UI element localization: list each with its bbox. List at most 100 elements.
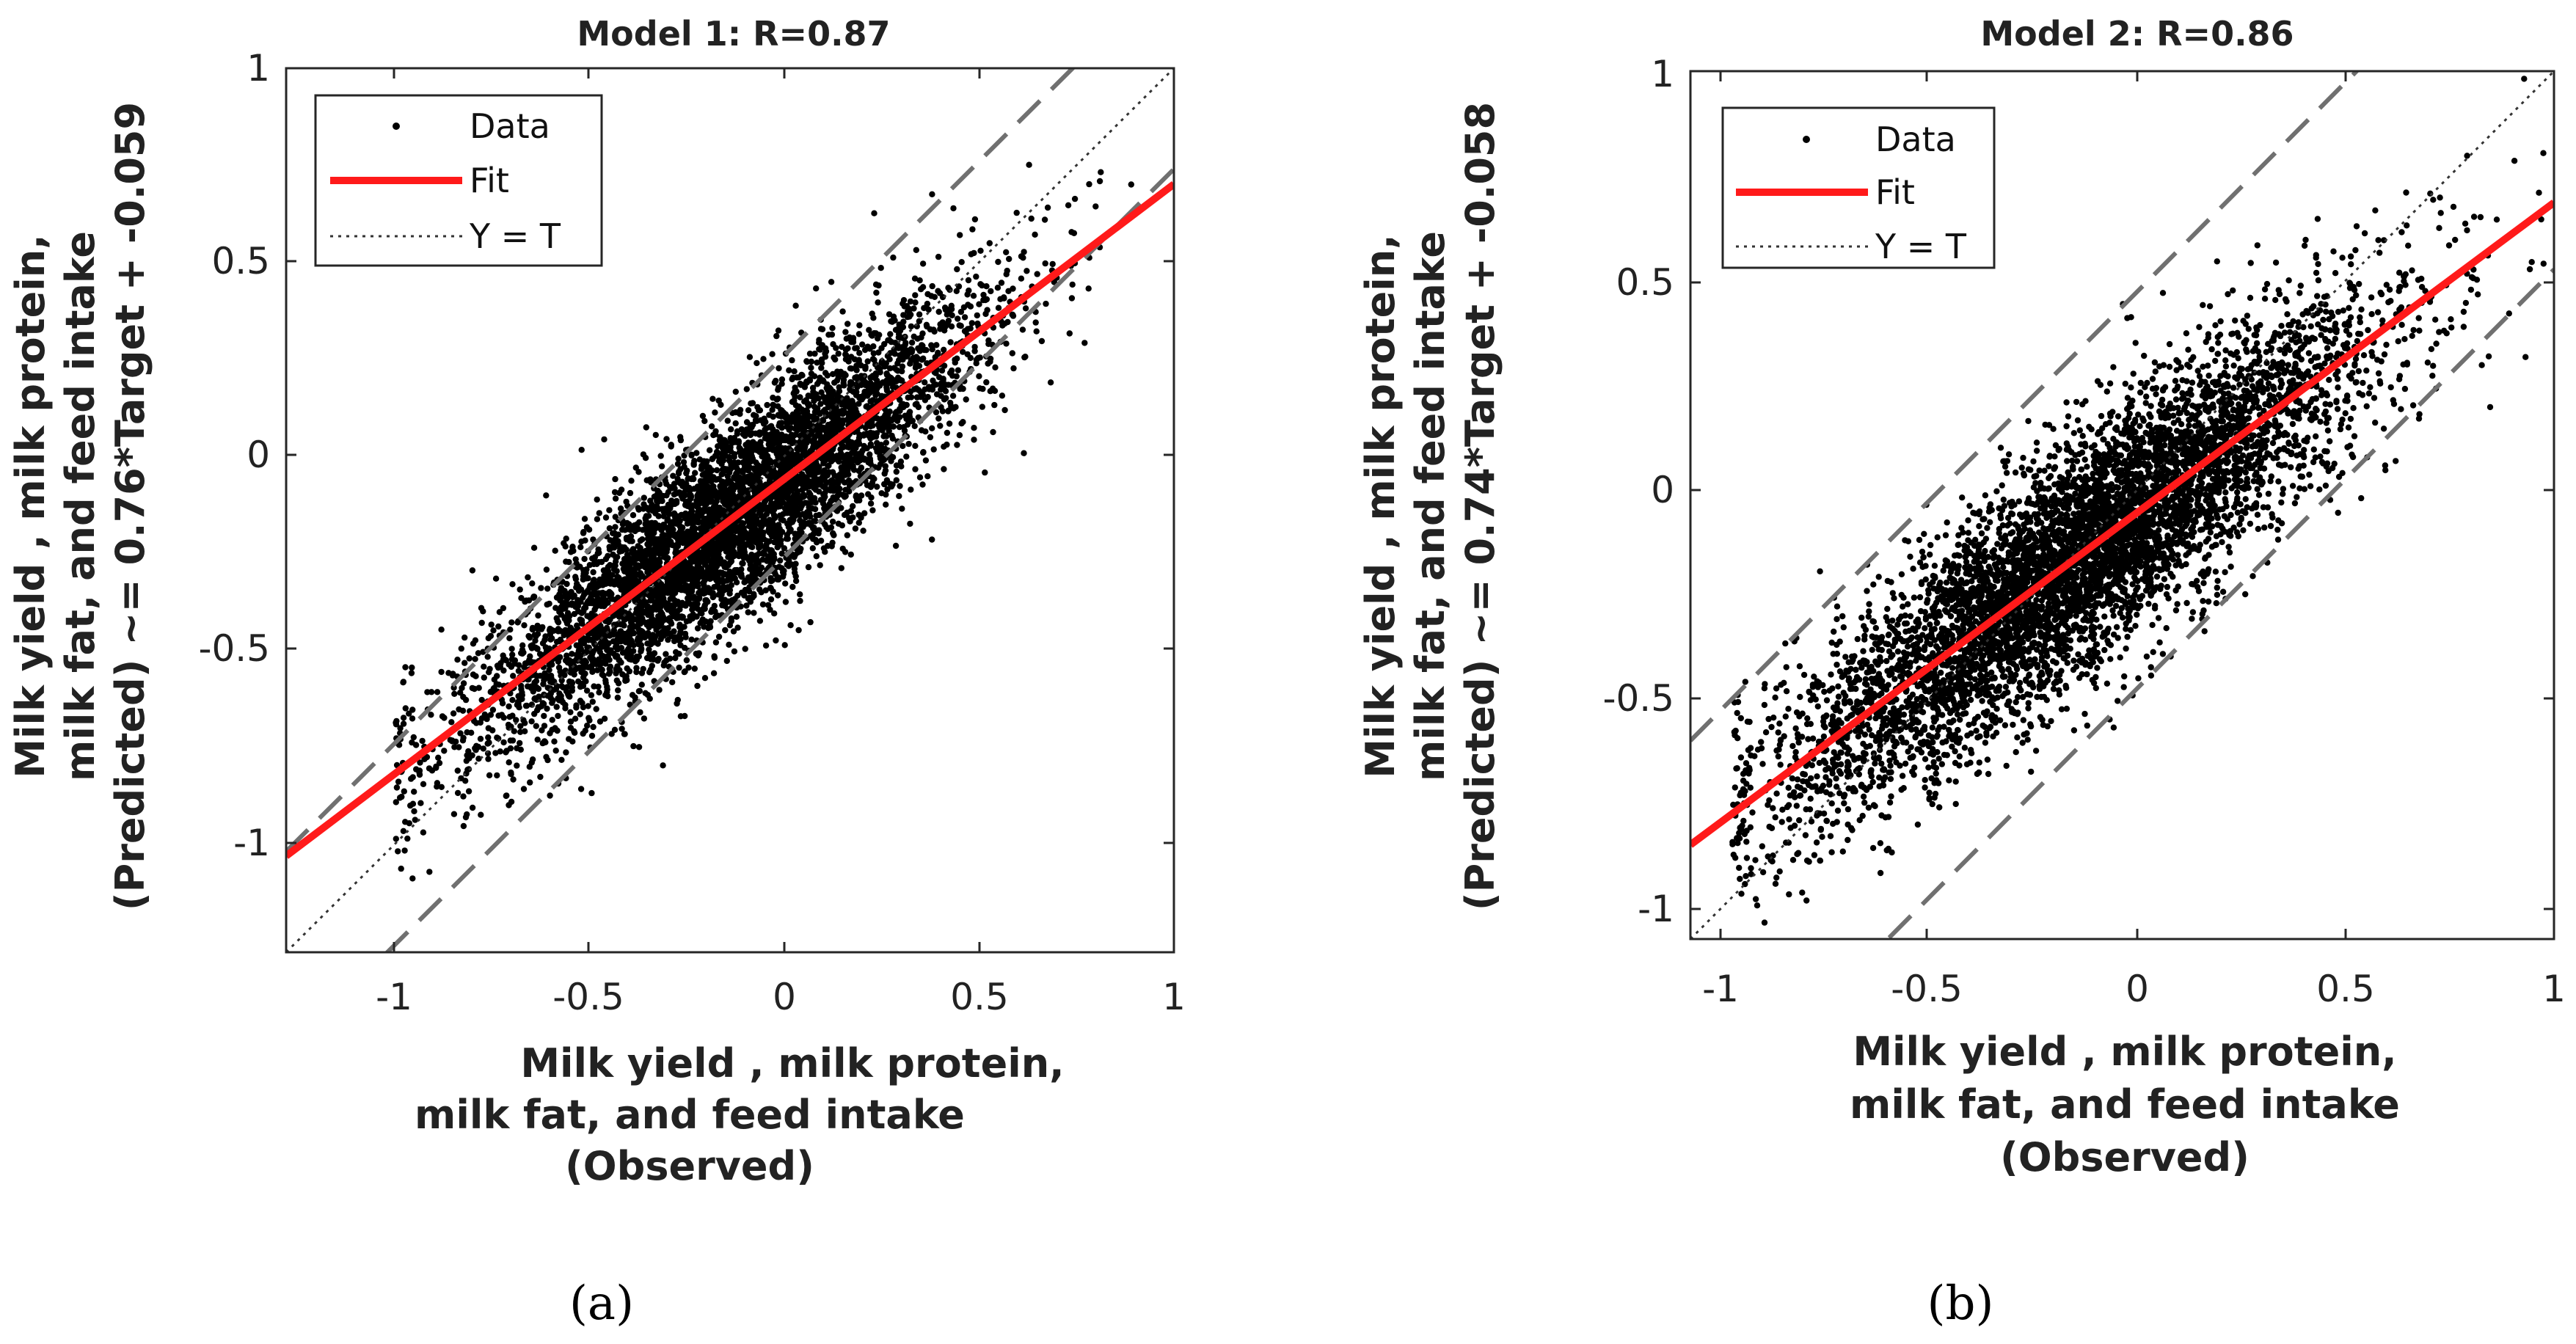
scatter-point: [712, 453, 719, 459]
scatter-point: [471, 685, 478, 693]
scatter-point: [638, 607, 645, 613]
scatter-point: [836, 459, 842, 465]
scatter-point: [947, 399, 954, 406]
scatter-point: [855, 401, 862, 407]
scatter-point: [742, 646, 748, 652]
scatter-point: [619, 577, 626, 584]
scatter-point: [931, 328, 938, 335]
scatter-point: [767, 558, 775, 566]
scatter-point: [893, 477, 900, 483]
scatter-point: [606, 525, 613, 532]
scatter-point: [813, 285, 820, 292]
scatter-point: [687, 510, 694, 516]
scatter-point: [817, 537, 825, 544]
scatter-point: [464, 767, 471, 773]
scatter-point: [782, 580, 789, 587]
scatter-point: [675, 541, 682, 547]
scatter-point: [589, 698, 596, 705]
scatter-point: [546, 600, 552, 607]
scatter-point: [829, 325, 836, 332]
scatter-point: [908, 339, 916, 346]
scatter-point: [985, 340, 992, 347]
scatter-point: [628, 478, 635, 484]
scatter-point: [1098, 169, 1104, 175]
scatter-point: [674, 519, 680, 525]
scatter-point: [1034, 271, 1040, 277]
scatter-point: [641, 715, 648, 722]
scatter-point: [538, 626, 545, 632]
scatter-point: [613, 555, 619, 561]
scatter-point: [859, 448, 866, 454]
scatter-point: [949, 367, 955, 374]
scatter-point: [675, 456, 682, 462]
scatter-point: [818, 389, 825, 395]
scatter-point: [519, 650, 526, 657]
scatter-point: [615, 687, 621, 694]
scatter-point: [949, 392, 957, 399]
scatter-point: [645, 570, 652, 577]
scatter-point: [1071, 195, 1079, 202]
scatter-point: [731, 567, 738, 574]
scatter-point: [995, 258, 1001, 266]
scatter-point: [1081, 340, 1088, 346]
scatter-point: [937, 326, 944, 332]
scatter-point: [865, 459, 872, 466]
scatter-point: [795, 411, 801, 418]
scatter-point: [671, 481, 678, 487]
scatter-point: [825, 463, 831, 470]
scatter-point: [835, 520, 842, 527]
scatter-point: [635, 526, 642, 533]
scatter-point: [591, 683, 597, 690]
scatter-point: [607, 594, 613, 601]
scatter-point: [631, 616, 638, 623]
scatter-point: [450, 710, 457, 717]
scatter-point: [825, 332, 832, 338]
scatter-point: [816, 409, 822, 416]
scatter-point: [1044, 204, 1051, 211]
scatter-point: [563, 536, 569, 542]
scatter-point: [642, 455, 649, 461]
scatter-point: [950, 205, 957, 212]
scatter-point: [780, 457, 787, 464]
scatter-point: [555, 626, 562, 632]
scatter-point: [552, 605, 559, 611]
scatter-point: [410, 734, 417, 741]
scatter-point: [847, 386, 853, 392]
scatter-point: [624, 534, 630, 541]
scatter-point: [523, 702, 530, 709]
scatter-point: [409, 706, 416, 713]
scatter-point: [460, 680, 467, 687]
scatter-point: [767, 574, 774, 582]
scatter-point: [596, 649, 603, 655]
scatter-point: [638, 670, 646, 676]
scatter-point: [732, 420, 739, 427]
scatter-point: [929, 191, 935, 197]
scatter-point: [450, 684, 457, 691]
scatter-point: [906, 313, 913, 320]
scatter-point: [971, 437, 977, 443]
scatter-point: [854, 384, 861, 390]
scatter-point: [530, 594, 537, 601]
scatter-point: [980, 296, 987, 304]
scatter-point: [451, 690, 458, 697]
scatter-point: [945, 407, 952, 414]
scatter-point: [873, 430, 880, 437]
scatter-point: [803, 358, 810, 365]
scatter-point: [835, 350, 842, 357]
scatter-point: [776, 525, 783, 532]
scatter-point: [864, 392, 871, 399]
scatter-point: [569, 544, 576, 550]
scatter-point: [1024, 268, 1030, 274]
scatter-point: [976, 373, 982, 379]
scatter-point: [797, 394, 803, 401]
scatter-point: [561, 605, 567, 612]
scatter-point: [656, 687, 663, 693]
scatter-point: [701, 516, 708, 522]
scatter-point: [1022, 354, 1029, 360]
scatter-point: [488, 621, 495, 628]
scatter-point: [478, 715, 486, 722]
scatter-point: [618, 586, 624, 593]
scatter-point: [663, 630, 671, 638]
scatter-point: [485, 734, 492, 741]
scatter-point: [672, 654, 679, 662]
